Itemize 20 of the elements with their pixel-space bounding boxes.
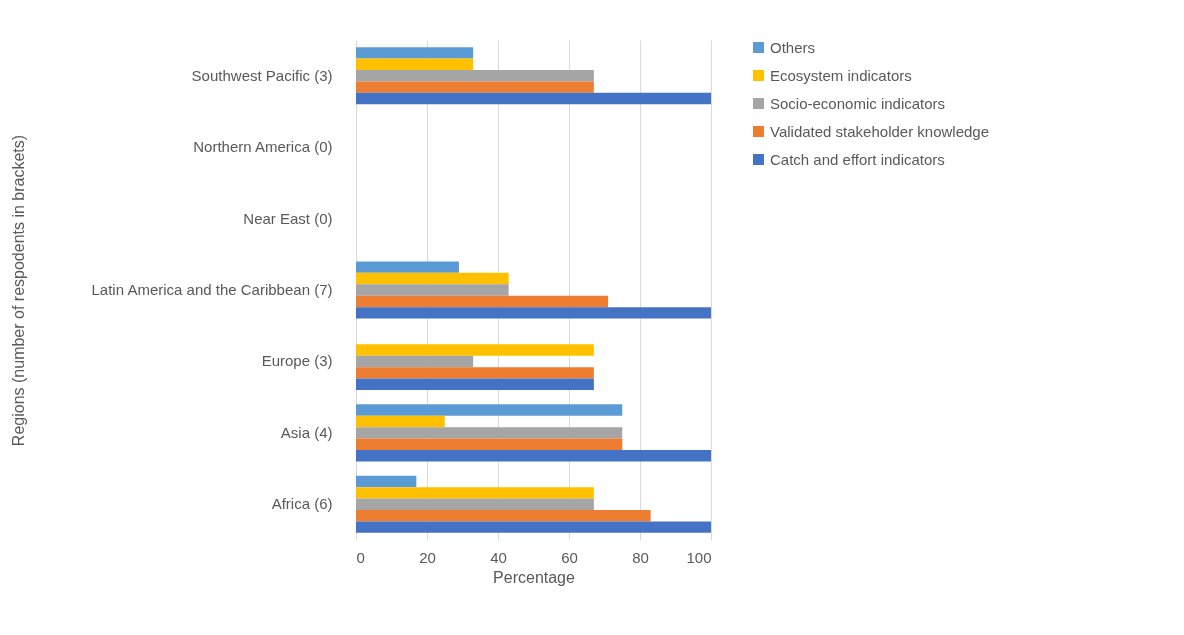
legend-label: Ecosystem indicators <box>770 66 912 84</box>
y-tick-label: Asia (4) <box>280 423 333 441</box>
legend-label: Socio-economic indicators <box>770 94 946 112</box>
x-tick-label: 80 <box>632 548 649 566</box>
x-tick-label: 20 <box>419 548 436 566</box>
legend-label: Others <box>770 38 816 56</box>
legend-label: Catch and effort indicators <box>770 150 945 168</box>
y-tick-label: Africa (6) <box>271 495 333 513</box>
y-tick-label: Europe (3) <box>261 352 333 370</box>
x-tick-label: 0 <box>356 548 365 566</box>
x-tick-label: 60 <box>561 548 578 566</box>
y-tick-label: Northern America (0) <box>193 138 333 156</box>
y-tick-label: Southwest Pacific (3) <box>191 66 333 84</box>
y-tick-label: Latin America and the Caribbean (7) <box>91 281 333 298</box>
y-axis-title: Regions (number of respodents in brackets) <box>9 134 27 447</box>
legend-label: Validated stakeholder knowledge <box>770 122 990 140</box>
x-tick-label: 100 <box>686 548 712 566</box>
y-tick-label: Near East (0) <box>243 209 333 227</box>
x-axis-title: Percentage <box>493 568 576 586</box>
x-tick-label: 40 <box>490 548 507 566</box>
